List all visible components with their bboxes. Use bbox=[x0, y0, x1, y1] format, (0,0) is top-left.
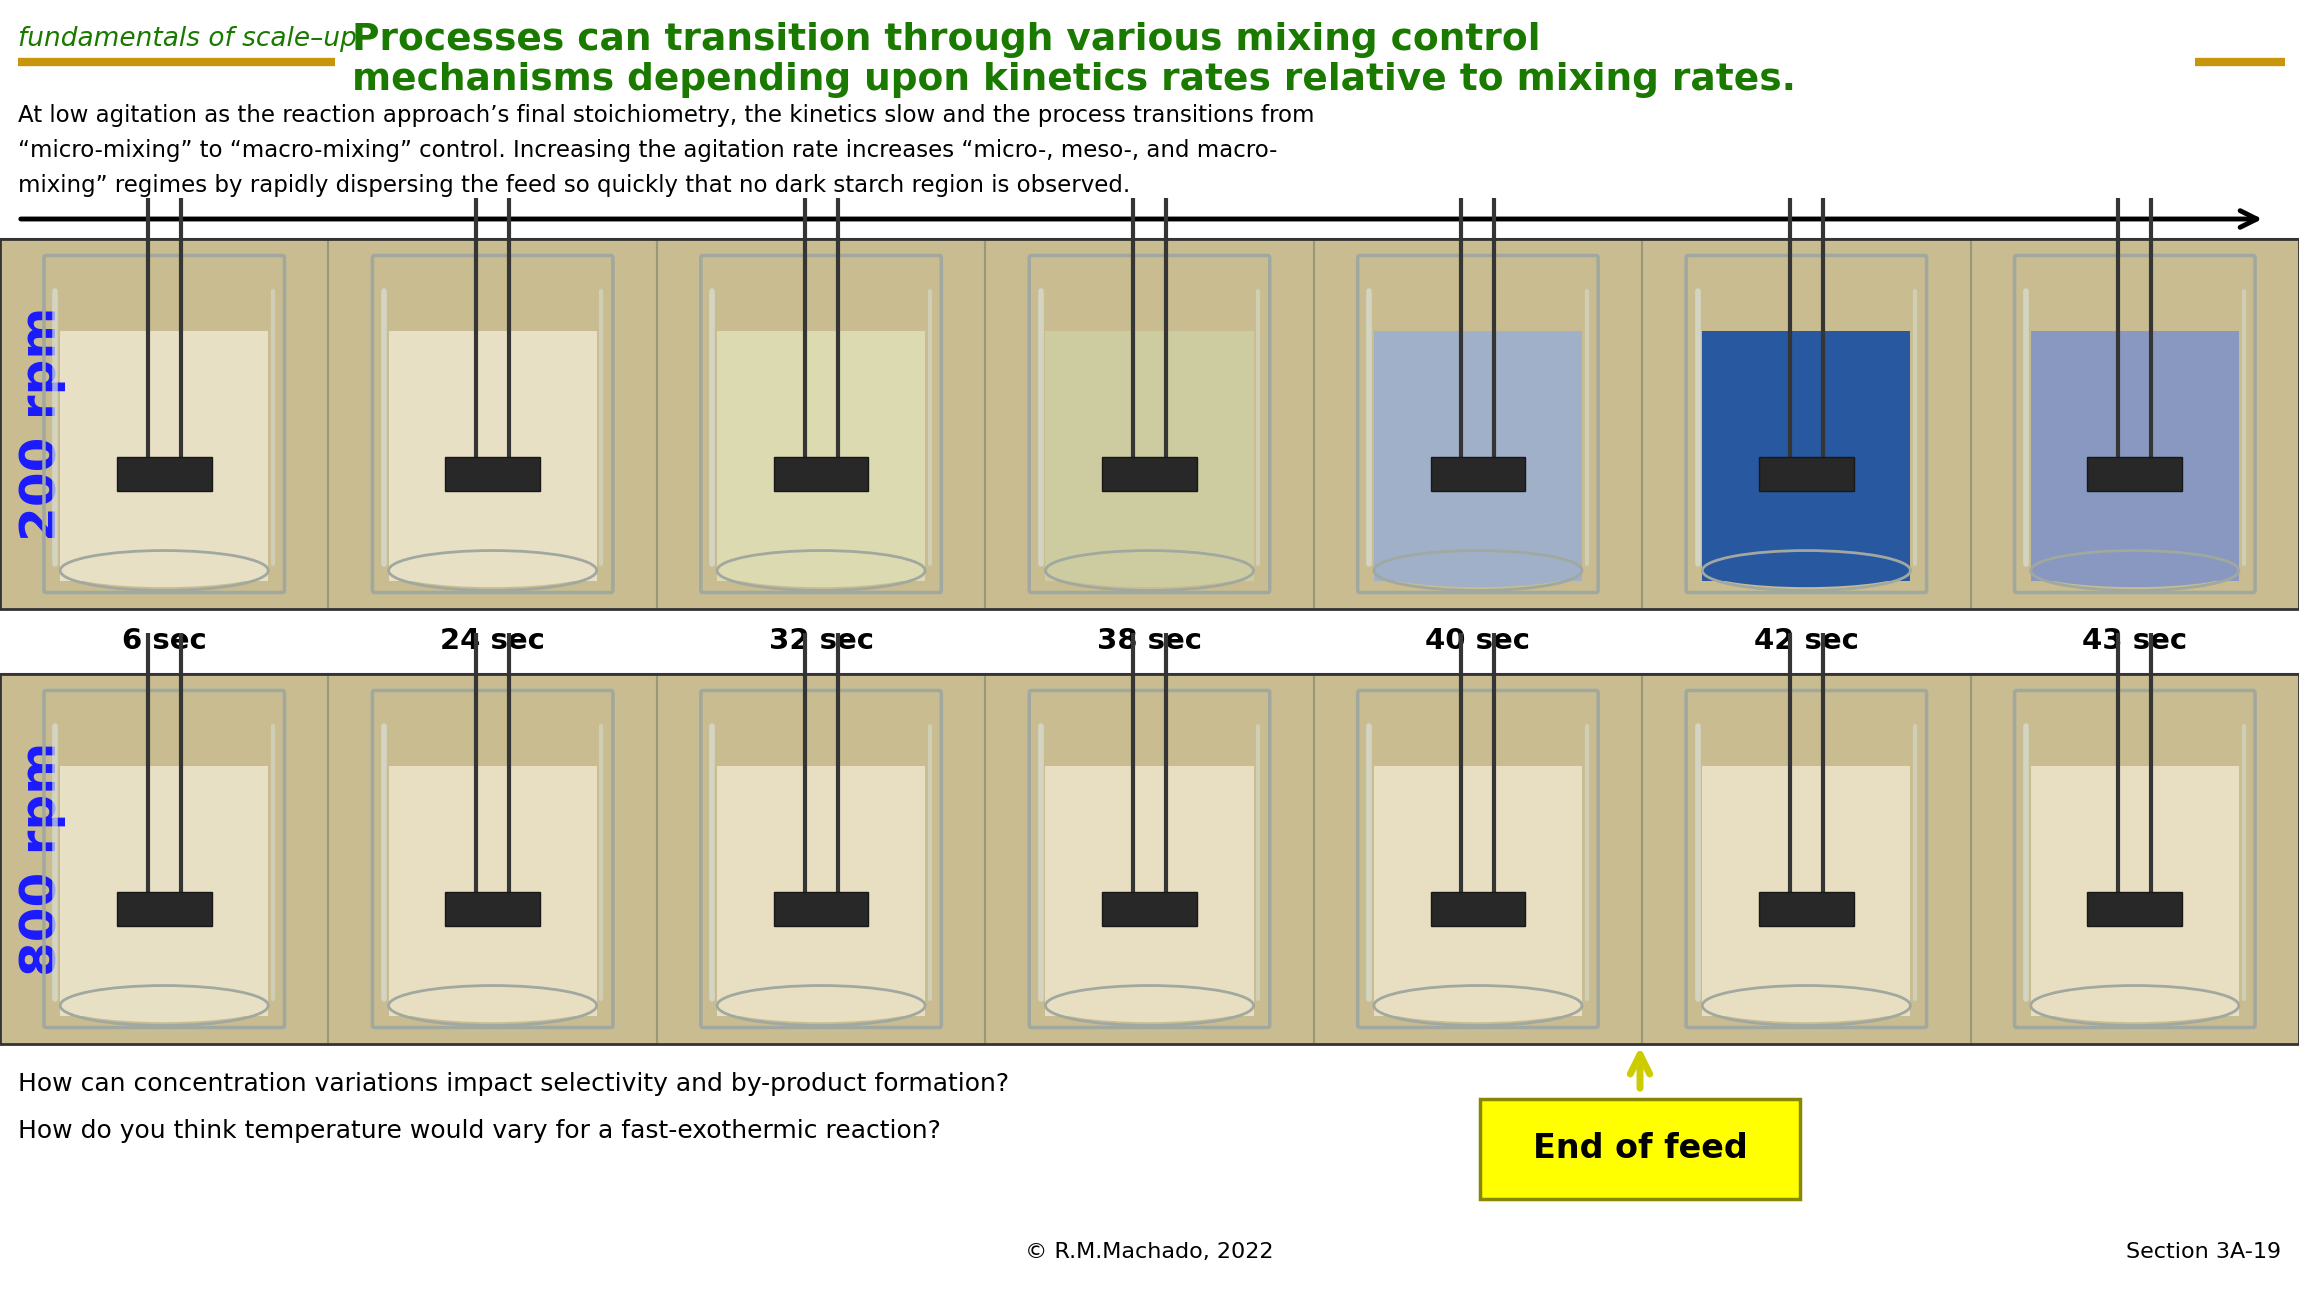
Text: 32 sec: 32 sec bbox=[768, 628, 874, 655]
Bar bbox=[0, 674, 2299, 1044]
Ellipse shape bbox=[1701, 554, 1910, 587]
Bar bbox=[2087, 893, 2182, 925]
Ellipse shape bbox=[717, 989, 924, 1022]
Text: 24 sec: 24 sec bbox=[439, 628, 545, 655]
Bar bbox=[1313, 674, 1641, 1044]
Bar bbox=[1313, 239, 1641, 609]
Bar bbox=[0, 239, 2299, 609]
Bar bbox=[1430, 457, 1524, 490]
Bar bbox=[0, 674, 2299, 1044]
Bar bbox=[1641, 239, 1970, 609]
Bar bbox=[0, 239, 329, 609]
Bar bbox=[2030, 331, 2239, 581]
Text: Section 3A-19: Section 3A-19 bbox=[2127, 1242, 2281, 1262]
Bar bbox=[1375, 331, 1582, 581]
Bar bbox=[446, 893, 540, 925]
Text: At low agitation as the reaction approach’s final stoichiometry, the kinetics sl: At low agitation as the reaction approac… bbox=[18, 104, 1315, 127]
Ellipse shape bbox=[389, 554, 598, 587]
Text: 40 sec: 40 sec bbox=[1425, 628, 1531, 655]
Bar bbox=[0, 674, 329, 1044]
Ellipse shape bbox=[1701, 989, 1910, 1022]
Bar bbox=[60, 766, 269, 1016]
Bar bbox=[1970, 239, 2299, 609]
Ellipse shape bbox=[1375, 989, 1582, 1022]
Text: End of feed: End of feed bbox=[1533, 1132, 1747, 1166]
Text: How can concentration variations impact selectivity and by-product formation?: How can concentration variations impact … bbox=[18, 1071, 1009, 1096]
Ellipse shape bbox=[389, 989, 598, 1022]
Text: 6 sec: 6 sec bbox=[122, 628, 207, 655]
Bar bbox=[717, 766, 924, 1016]
Text: © R.M.Machado, 2022: © R.M.Machado, 2022 bbox=[1025, 1242, 1274, 1262]
Ellipse shape bbox=[60, 554, 269, 587]
Bar bbox=[1101, 457, 1198, 490]
Ellipse shape bbox=[1046, 554, 1253, 587]
Text: fundamentals of scale–up: fundamentals of scale–up bbox=[18, 26, 356, 52]
Text: “micro-mixing” to “macro-mixing” control. Increasing the agitation rate increase: “micro-mixing” to “macro-mixing” control… bbox=[18, 138, 1278, 162]
Bar bbox=[0, 239, 2299, 609]
Bar bbox=[1701, 766, 1910, 1016]
Ellipse shape bbox=[2030, 554, 2239, 587]
Bar bbox=[389, 766, 598, 1016]
Bar bbox=[1101, 893, 1198, 925]
Text: 800 rpm: 800 rpm bbox=[18, 741, 67, 976]
Bar bbox=[1375, 766, 1582, 1016]
Text: 42 sec: 42 sec bbox=[1754, 628, 1860, 655]
Ellipse shape bbox=[60, 989, 269, 1022]
Bar bbox=[1430, 893, 1524, 925]
Bar bbox=[446, 457, 540, 490]
Bar bbox=[117, 457, 212, 490]
Bar bbox=[775, 893, 869, 925]
Bar bbox=[658, 674, 986, 1044]
Bar bbox=[2030, 766, 2239, 1016]
Bar bbox=[1046, 766, 1253, 1016]
Text: mechanisms depending upon kinetics rates relative to mixing rates.: mechanisms depending upon kinetics rates… bbox=[352, 62, 1796, 98]
Text: 43 sec: 43 sec bbox=[2083, 628, 2186, 655]
Bar bbox=[658, 239, 986, 609]
Bar bbox=[775, 457, 869, 490]
Bar bbox=[389, 331, 598, 581]
Ellipse shape bbox=[2030, 989, 2239, 1022]
Bar bbox=[1641, 674, 1970, 1044]
Text: Processes can transition through various mixing control: Processes can transition through various… bbox=[352, 22, 1540, 58]
Bar bbox=[1481, 1099, 1800, 1200]
Bar bbox=[1759, 457, 1853, 490]
Bar bbox=[1046, 331, 1253, 581]
Ellipse shape bbox=[1375, 554, 1582, 587]
Ellipse shape bbox=[1046, 989, 1253, 1022]
Bar bbox=[1759, 893, 1853, 925]
Bar bbox=[329, 239, 658, 609]
Bar bbox=[329, 674, 658, 1044]
Bar bbox=[2087, 457, 2182, 490]
Bar bbox=[717, 331, 924, 581]
Text: 200 rpm: 200 rpm bbox=[18, 307, 67, 541]
Bar bbox=[1970, 674, 2299, 1044]
Bar bbox=[60, 331, 269, 581]
Bar bbox=[986, 239, 1313, 609]
Text: 38 sec: 38 sec bbox=[1097, 628, 1202, 655]
Ellipse shape bbox=[717, 554, 924, 587]
Bar bbox=[1701, 331, 1910, 581]
Bar bbox=[986, 674, 1313, 1044]
Text: mixing” regimes by rapidly dispersing the feed so quickly that no dark starch re: mixing” regimes by rapidly dispersing th… bbox=[18, 173, 1131, 197]
Bar bbox=[117, 893, 212, 925]
Text: How do you think temperature would vary for a fast-exothermic reaction?: How do you think temperature would vary … bbox=[18, 1119, 940, 1143]
